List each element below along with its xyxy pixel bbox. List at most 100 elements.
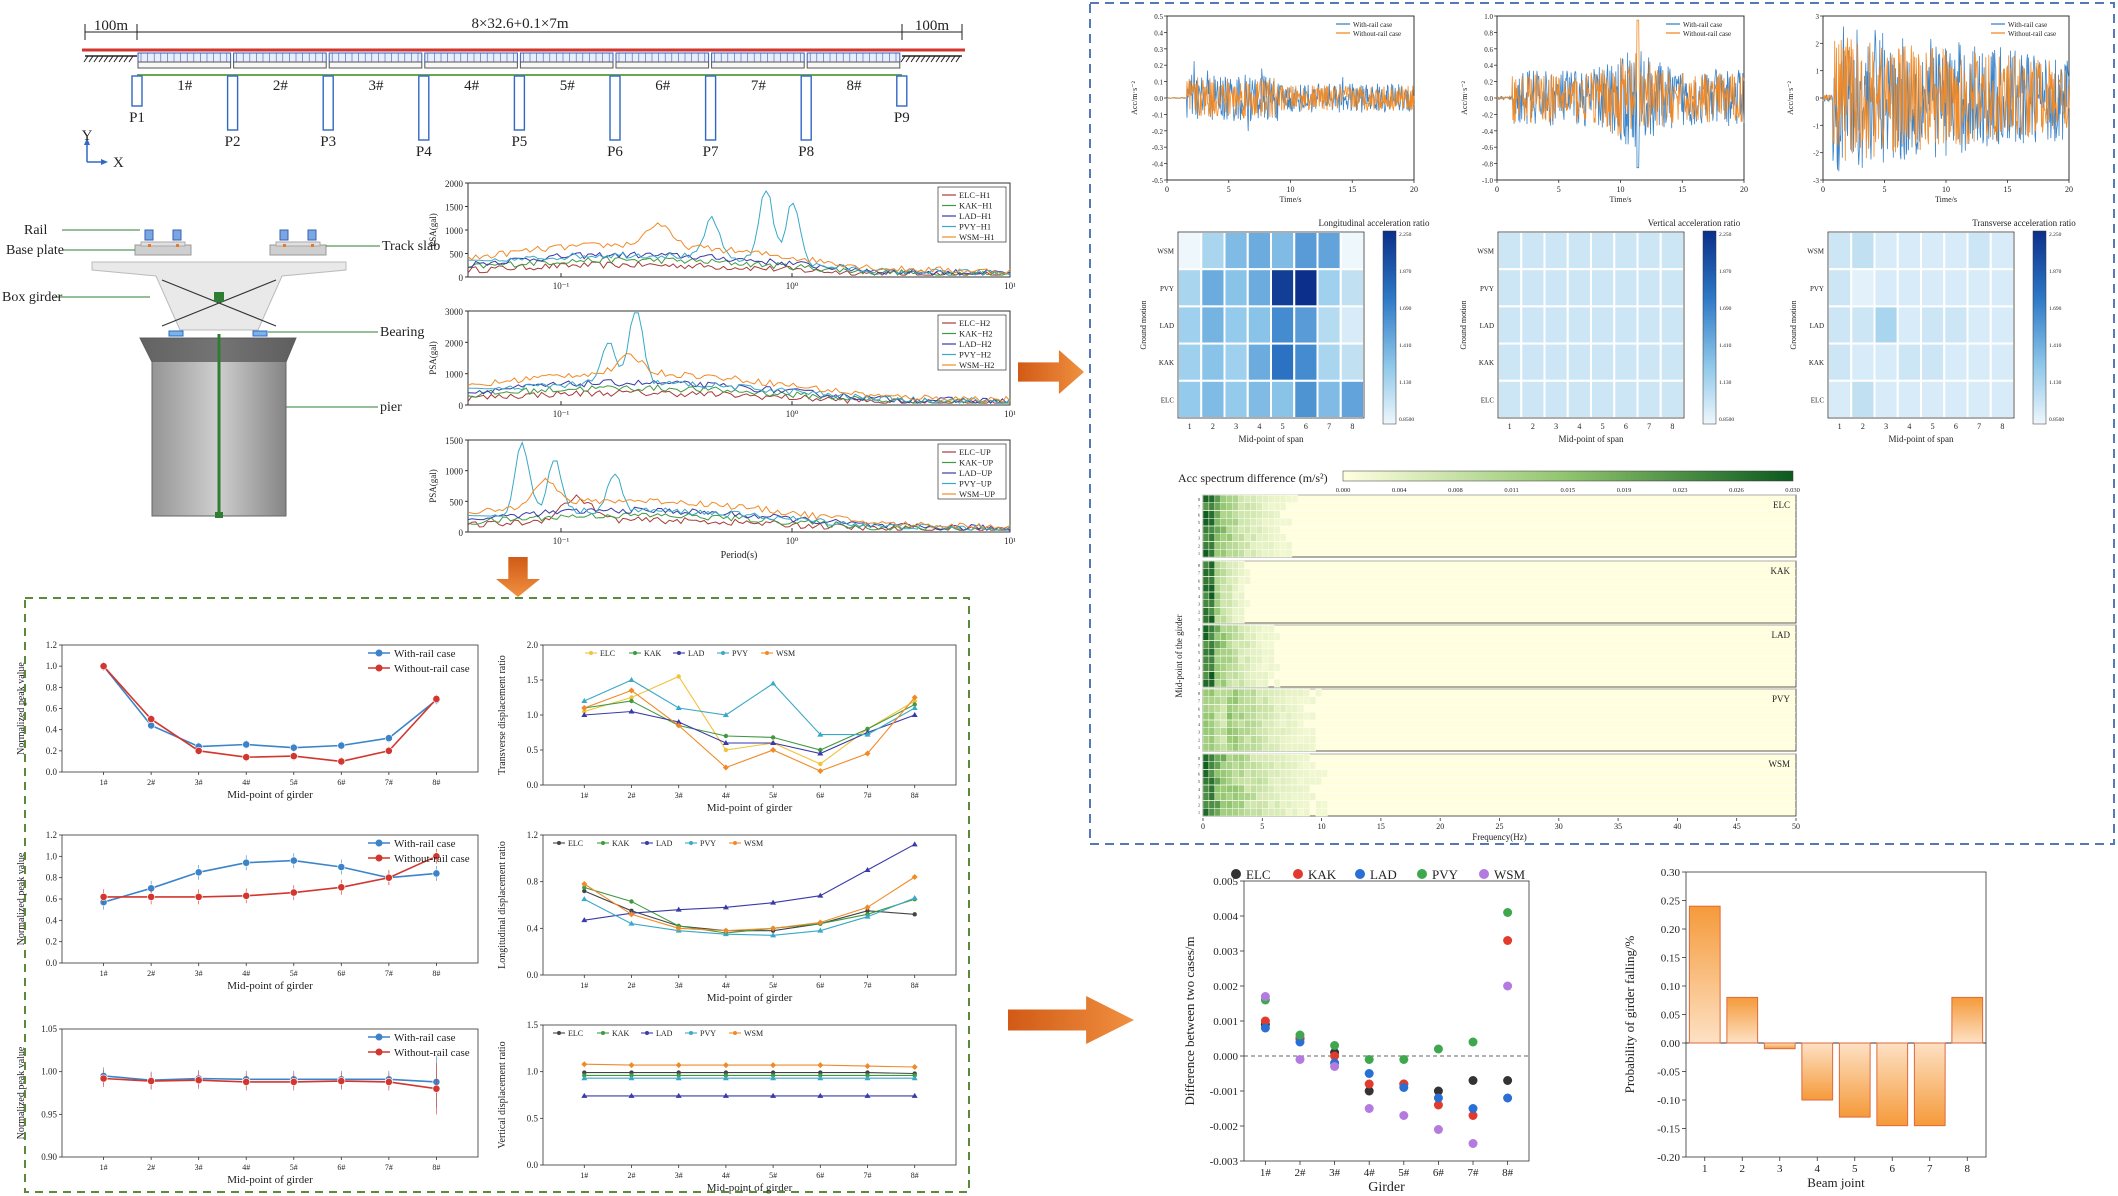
heatmap-cell	[1339, 231, 1365, 271]
marker-without	[147, 715, 156, 723]
colorbar-label: 1.130	[2049, 380, 2062, 386]
spectrum-cell	[1268, 688, 1275, 697]
spectrum-cell	[1262, 769, 1269, 778]
xtick-label: 5	[1852, 1163, 1858, 1175]
marker-lad	[911, 841, 918, 847]
spectrum-cell	[1214, 591, 1221, 600]
row-label: 6	[1198, 578, 1200, 583]
legend-label: ELC	[568, 1029, 583, 1038]
spectrum-cell	[1214, 568, 1221, 577]
spectrum-cell	[1244, 808, 1251, 817]
spectrum-cell	[1273, 494, 1281, 503]
heatmap-cell	[1590, 231, 1616, 271]
legend-marker	[375, 854, 383, 862]
heatmap-cell	[1223, 231, 1249, 271]
spectrum-cell	[1208, 591, 1216, 600]
spectrum-cell	[1262, 727, 1269, 736]
ytick-label: 0.8	[46, 873, 58, 883]
row-label: 7	[1198, 571, 1200, 576]
spectrum-cell	[1268, 663, 1275, 672]
girder	[424, 61, 518, 69]
marker-with	[432, 869, 441, 878]
marker-kak	[912, 702, 917, 707]
heatmap-cell	[1316, 379, 1342, 419]
spectrum-cell	[1238, 560, 1245, 569]
psa-series	[467, 251, 1011, 276]
spectrum-cell	[1220, 792, 1227, 801]
spectrum-cell	[1202, 688, 1210, 697]
heatmap-cell	[1613, 379, 1639, 419]
spectrum-cell	[1226, 761, 1233, 770]
spectrum-cell	[1202, 704, 1210, 713]
series-wsm	[584, 689, 916, 772]
spectrum-cell	[1279, 719, 1287, 728]
colorbar-label: 0.8500	[2049, 417, 2064, 423]
spectrum-cell	[1244, 525, 1251, 534]
marker-lad	[770, 899, 777, 905]
spectrum-cell	[1285, 735, 1293, 744]
spectrum-cell	[1226, 549, 1233, 558]
spectrum-cell	[1262, 549, 1269, 558]
psa-series	[467, 190, 1011, 276]
marker-with	[337, 863, 346, 871]
fastener	[311, 244, 314, 247]
ytick-label: 0.1	[1154, 79, 1163, 87]
spectrum-cell	[1214, 510, 1221, 519]
row-label: 1	[1198, 551, 1200, 556]
heatmap-cell	[1497, 379, 1523, 419]
marker-pvy	[864, 731, 871, 737]
xtick-label: 0	[1201, 822, 1205, 831]
spectrum-cell	[1273, 525, 1281, 534]
spectrum-cell	[1244, 549, 1251, 558]
colorbar	[1342, 470, 1794, 482]
heatmap-2: Vertical acceleration ratio WSM PVY LAD KAK E…	[1459, 218, 1741, 444]
psa-series	[467, 222, 1011, 275]
legend-label: KAK	[1308, 867, 1337, 882]
marker-lad	[581, 917, 588, 923]
heatmap-cell	[1873, 379, 1899, 419]
marker-lad	[722, 904, 729, 910]
col-label: 7	[1327, 422, 1331, 431]
peak-chart-2: 0.0 0.2 0.4 0.6 0.8 1.0 1.2 1# 2# 3# 4# 5# 6# 7# 8# Mid…	[16, 830, 479, 992]
spectrum-cell	[1226, 753, 1233, 762]
spectrum-cell	[1208, 648, 1216, 657]
heatmap-cell	[1920, 379, 1946, 419]
spectrum-cell	[1214, 800, 1221, 809]
spectrum-cell	[1214, 769, 1221, 778]
pier-label: P6	[607, 144, 623, 160]
spectrum-cell	[1285, 792, 1293, 801]
ytick-label: 0.5	[1154, 13, 1163, 21]
ylabel: Probability of girder falling/%	[1622, 935, 1637, 1093]
spectrum-cell	[1315, 769, 1322, 778]
spectrum-cell	[1291, 494, 1299, 503]
spectrum-cell	[1202, 784, 1210, 793]
xtick-label: 3#	[195, 778, 203, 787]
legend-label: PVY−H1	[959, 222, 991, 232]
colorbar-label: 1.690	[2049, 306, 2062, 312]
point-wsm	[1468, 1139, 1478, 1148]
spectrum-cell	[1268, 769, 1275, 778]
hatch	[98, 55, 104, 63]
heatmap-cell	[1943, 231, 1969, 271]
series-pvy	[584, 897, 915, 936]
xtick-label: 15	[2004, 185, 2012, 194]
heatmap-cell	[1200, 231, 1226, 271]
spectrum-cell	[1309, 743, 1316, 752]
row-label: 6	[1198, 642, 1200, 647]
marker-pvy	[675, 1075, 682, 1081]
spectrum-cell	[1309, 792, 1316, 801]
bar-joint-1	[1688, 905, 1721, 1044]
spectrum-cell	[1250, 761, 1257, 770]
spectrum-cell	[1315, 808, 1322, 817]
spectrum-cell	[1297, 719, 1305, 728]
spectrum-cell	[1279, 688, 1287, 697]
spectrum-cell	[1285, 800, 1293, 809]
heatmap-cell	[1543, 231, 1569, 271]
heatmap-cell	[1293, 305, 1319, 345]
track-slab	[806, 52, 901, 63]
row-label: 1	[1198, 681, 1200, 686]
spectrum-cell	[1238, 719, 1245, 728]
legend-label: KAK	[612, 1029, 630, 1038]
spectrum-cell	[1232, 719, 1239, 728]
